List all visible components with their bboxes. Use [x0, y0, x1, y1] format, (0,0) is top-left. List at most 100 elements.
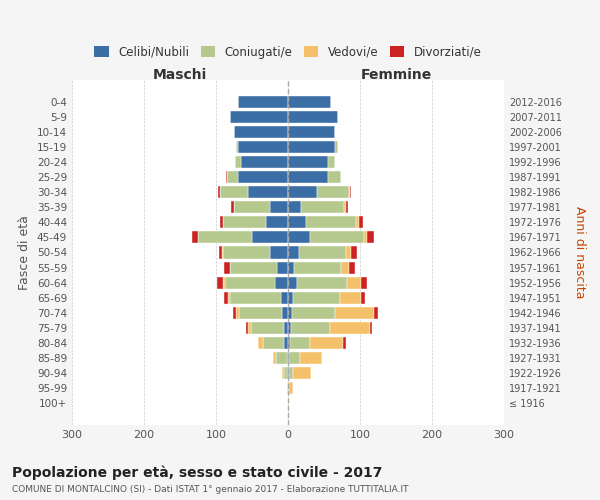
Bar [218, 186, 220, 198]
Bar [288, 96, 331, 108]
Bar [246, 322, 248, 334]
Bar [341, 262, 349, 274]
Bar [288, 156, 328, 168]
Bar [288, 382, 289, 394]
Bar [288, 216, 306, 228]
Bar [288, 262, 294, 274]
Bar [350, 186, 352, 198]
Bar [282, 307, 288, 319]
Bar [331, 322, 370, 334]
Bar [236, 307, 239, 319]
Bar [344, 201, 346, 213]
Bar [296, 276, 347, 288]
Bar [294, 262, 341, 274]
Bar [343, 337, 346, 349]
Bar [277, 262, 288, 274]
Bar [238, 141, 288, 153]
Bar [220, 216, 223, 228]
Bar [227, 171, 238, 183]
Bar [292, 307, 335, 319]
Bar [259, 337, 263, 349]
Bar [310, 232, 364, 243]
Bar [223, 276, 224, 288]
Bar [233, 307, 236, 319]
Bar [284, 367, 287, 379]
Bar [300, 352, 322, 364]
Bar [234, 201, 270, 213]
Bar [288, 126, 335, 138]
Text: Femmine: Femmine [361, 68, 431, 82]
Bar [288, 292, 293, 304]
Bar [288, 201, 301, 213]
Bar [236, 141, 238, 153]
Bar [287, 352, 288, 364]
Bar [288, 246, 299, 258]
Bar [219, 246, 223, 258]
Bar [346, 201, 349, 213]
Bar [288, 186, 317, 198]
Bar [273, 352, 276, 364]
Bar [288, 171, 328, 183]
Text: Popolazione per età, sesso e stato civile - 2017: Popolazione per età, sesso e stato civil… [12, 465, 382, 479]
Bar [248, 186, 288, 198]
Bar [270, 201, 288, 213]
Bar [293, 367, 311, 379]
Bar [276, 352, 287, 364]
Legend: Celibi/Nubili, Coniugati/e, Vedovi/e, Divorziati/e: Celibi/Nubili, Coniugati/e, Vedovi/e, Di… [89, 41, 487, 64]
Bar [288, 322, 291, 334]
Bar [346, 246, 352, 258]
Bar [356, 216, 359, 228]
Bar [275, 276, 288, 288]
Bar [340, 292, 361, 304]
Text: Maschi: Maschi [153, 68, 207, 82]
Bar [293, 292, 340, 304]
Y-axis label: Anni di nascita: Anni di nascita [573, 206, 586, 298]
Bar [335, 307, 374, 319]
Bar [299, 246, 346, 258]
Bar [288, 352, 289, 364]
Bar [364, 232, 367, 243]
Bar [284, 337, 288, 349]
Bar [234, 126, 288, 138]
Bar [289, 367, 293, 379]
Bar [287, 382, 288, 394]
Bar [217, 276, 223, 288]
Bar [288, 232, 310, 243]
Bar [223, 246, 270, 258]
Bar [290, 337, 310, 349]
Bar [288, 398, 289, 409]
Bar [347, 276, 361, 288]
Bar [306, 216, 356, 228]
Bar [224, 262, 230, 274]
Bar [317, 186, 349, 198]
Bar [238, 171, 288, 183]
Bar [282, 367, 284, 379]
Bar [198, 232, 252, 243]
Bar [288, 141, 335, 153]
Bar [289, 382, 293, 394]
Bar [224, 292, 228, 304]
Bar [335, 141, 338, 153]
Bar [361, 276, 367, 288]
Bar [192, 232, 198, 243]
Bar [328, 171, 341, 183]
Bar [349, 262, 355, 274]
Bar [374, 307, 378, 319]
Bar [263, 337, 284, 349]
Bar [284, 322, 288, 334]
Bar [223, 216, 266, 228]
Bar [367, 232, 374, 243]
Bar [328, 156, 335, 168]
Bar [241, 156, 288, 168]
Bar [266, 216, 288, 228]
Bar [220, 186, 248, 198]
Bar [288, 307, 292, 319]
Bar [251, 322, 284, 334]
Bar [248, 322, 251, 334]
Bar [230, 292, 281, 304]
Bar [230, 111, 288, 123]
Bar [291, 322, 331, 334]
Bar [281, 292, 288, 304]
Bar [228, 292, 230, 304]
Bar [310, 337, 343, 349]
